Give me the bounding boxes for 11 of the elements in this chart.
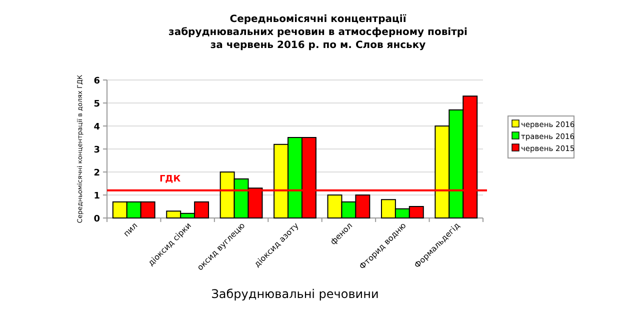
x-axis-title: Забруднювальні речовини: [211, 287, 379, 301]
y-tick-label: 4: [94, 122, 100, 132]
ref-line-label: ГДК: [159, 174, 182, 184]
y-tick-label: 1: [94, 192, 100, 202]
y-tick-label: 2: [94, 168, 100, 178]
y-tick-label: 6: [94, 76, 100, 86]
y-tick-label: 3: [94, 146, 100, 156]
y-tick-label: 5: [94, 100, 100, 110]
y-tick-label: 0: [94, 214, 100, 224]
x-tick-label: пил: [122, 221, 140, 238]
chart-title: Середньомісячні концентрації забруднювальних речовин в атмосферному повітрі за червень 2016 р. по м. Слов янську: [168, 14, 468, 51]
